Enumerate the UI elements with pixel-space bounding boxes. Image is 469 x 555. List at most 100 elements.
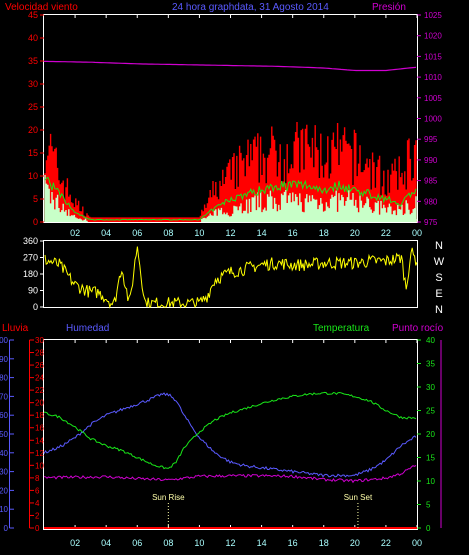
- sun-set-label: Sun Set: [344, 493, 373, 502]
- rain-tick-label: 4: [35, 499, 40, 508]
- rain-tick-label: 22: [35, 386, 44, 395]
- direction-panel-frame: [43, 240, 418, 308]
- humidity-axis-label: Humedad: [66, 323, 109, 334]
- wind-time-tick-label: 14: [257, 228, 267, 238]
- humidity-tick-label: 100: [0, 336, 9, 345]
- pressure-tick-label: 1015: [424, 52, 442, 61]
- compass-label-w: W: [434, 256, 445, 268]
- rain-tick-label: 28: [35, 349, 44, 358]
- rain-tick-label: 8: [35, 474, 40, 483]
- pressure-tick-label: 990: [424, 156, 438, 165]
- wind-speed-tick-label: 40: [28, 33, 38, 43]
- wind-time-tick-label: 08: [163, 228, 173, 238]
- lower-time-tick-label: 20: [350, 538, 360, 548]
- lower-time-tick-label: 02: [70, 538, 80, 548]
- lower-time-tick-label: 04: [101, 538, 111, 548]
- humidity-tick-label: 50: [0, 430, 9, 439]
- lower-time-tick-label: 22: [381, 538, 391, 548]
- humidity-tick-label: 20: [0, 486, 9, 495]
- rain-tick-label: 10: [35, 461, 44, 470]
- rain-tick-label: 16: [35, 424, 44, 433]
- wind-time-tick-label: 16: [288, 228, 298, 238]
- lower-time-tick-label: 12: [225, 538, 235, 548]
- compass-label-n: N: [435, 240, 443, 252]
- temperature-tick-label: 0: [426, 524, 431, 533]
- temperature-tick-label: 30: [426, 383, 435, 392]
- humidity-tick-label: 30: [0, 468, 9, 477]
- wind-time-tick-label: 06: [132, 228, 142, 238]
- lower-time-tick-label: 16: [288, 538, 298, 548]
- pressure-tick-label: 1020: [424, 32, 442, 41]
- pressure-tick-label: 1025: [424, 11, 442, 20]
- temperature-tick-label: 35: [426, 360, 435, 369]
- wind-speed-tick-label: 30: [28, 79, 38, 89]
- rain-tick-label: 6: [35, 486, 40, 495]
- wind-time-tick-label: 22: [381, 228, 391, 238]
- rain-tick-label: 30: [35, 336, 44, 345]
- wind-speed-tick-label: 10: [28, 171, 38, 181]
- lower-time-tick-label: 10: [194, 538, 204, 548]
- wind-speed-tick-label: 35: [28, 56, 38, 66]
- temperature-tick-label: 25: [426, 407, 435, 416]
- compass-label-n: N: [435, 304, 443, 316]
- direction-tick-label: 90: [28, 286, 38, 296]
- temperature-tick-label: 5: [426, 501, 431, 510]
- pressure-tick-label: 995: [424, 135, 438, 144]
- pressure-tick-label: 975: [424, 218, 438, 227]
- rain-tick-label: 14: [35, 436, 44, 445]
- direction-tick-label: 0: [33, 302, 38, 312]
- wind-time-tick-label: 00: [412, 228, 422, 238]
- lower-time-tick-label: 14: [257, 538, 267, 548]
- rain-axis-label: Lluvia: [2, 323, 29, 334]
- compass-label-s: S: [435, 272, 442, 284]
- wind-speed-tick-label: 45: [28, 10, 38, 20]
- wind-time-tick-label: 10: [194, 228, 204, 238]
- direction-tick-label: 180: [23, 269, 38, 279]
- dewpoint-series: [43, 465, 417, 484]
- direction-tick-label: 270: [23, 253, 38, 263]
- rain-tick-label: 12: [35, 449, 44, 458]
- humidity-tick-label: 90: [0, 355, 9, 364]
- lower-time-tick-label: 18: [319, 538, 329, 548]
- wind-time-tick-label: 04: [101, 228, 111, 238]
- wind-time-tick-label: 18: [319, 228, 329, 238]
- wind-speed-tick-label: 25: [28, 102, 38, 112]
- humidity-tick-label: 80: [0, 374, 9, 383]
- pressure-tick-label: 980: [424, 197, 438, 206]
- humidity-tick-label: 10: [0, 505, 9, 514]
- humidity-series: [43, 392, 417, 478]
- direction-tick-label: 360: [23, 236, 38, 246]
- pressure-series: [44, 60, 417, 72]
- rain-tick-label: 20: [35, 399, 44, 408]
- temperature-tick-label: 15: [426, 454, 435, 463]
- wind-speed-tick-label: 15: [28, 148, 38, 158]
- lower-time-tick-label: 00: [412, 538, 422, 548]
- pressure-tick-label: 1010: [424, 73, 442, 82]
- temperature-tick-label: 10: [426, 477, 435, 486]
- pressure-axis-label: Presión: [372, 2, 406, 13]
- compass-label-e: E: [435, 288, 442, 300]
- wind-speed-series: [44, 175, 417, 222]
- chart-title: 24 hora graphdata, 31 Agosto 2014: [172, 2, 329, 13]
- temperature-tick-label: 20: [426, 430, 435, 439]
- wind-direction-series: [44, 246, 418, 309]
- wind-speed-tick-label: 20: [28, 125, 38, 135]
- humidity-tick-label: 0: [4, 524, 9, 533]
- wind-speed-tick-label: 0: [33, 217, 38, 227]
- rain-tick-label: 18: [35, 411, 44, 420]
- pressure-tick-label: 985: [424, 177, 438, 186]
- dewpoint-axis-label: Punto rocío: [392, 323, 444, 334]
- pressure-tick-label: 1005: [424, 94, 442, 103]
- humidity-tick-label: 70: [0, 392, 9, 401]
- wind-average-series: [44, 176, 417, 221]
- wind-time-tick-label: 02: [70, 228, 80, 238]
- sun-rise-label: Sun Rise: [152, 493, 185, 502]
- temperature-axis-label: Temperatura: [313, 323, 370, 334]
- rain-tick-label: 2: [35, 511, 40, 520]
- rain-tick-label: 26: [35, 361, 44, 370]
- lower-time-tick-label: 06: [132, 538, 142, 548]
- temperature-series: [43, 391, 417, 470]
- rain-tick-label: 0: [35, 524, 40, 533]
- wind-time-tick-label: 20: [350, 228, 360, 238]
